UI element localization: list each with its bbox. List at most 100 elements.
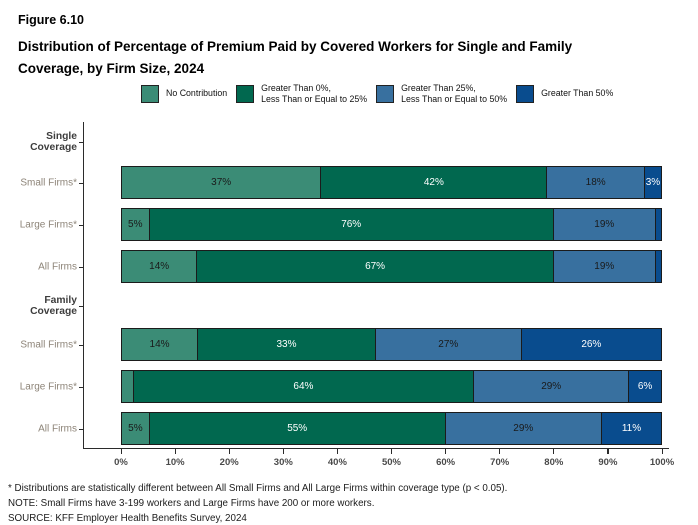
- bar-segment: 67%: [196, 250, 554, 283]
- x-tick-label: 0%: [114, 457, 128, 468]
- legend: No Contribution Greater Than 0%, Less Tha…: [141, 83, 622, 105]
- bar-track: 14% 67% 19%: [121, 250, 662, 283]
- y-tick: [79, 306, 83, 308]
- bar-segment: 29%: [444, 412, 603, 445]
- chart-area: Single Coverage Small Firms* 37% 42% 18% 3% La…: [0, 122, 698, 468]
- bar-row: All Firms 14% 67% 19%: [0, 246, 698, 288]
- x-tick-mark: [174, 449, 176, 454]
- bar-segment: 37%: [121, 166, 322, 199]
- legend-item-3: Greater Than 50%: [516, 84, 614, 103]
- bar-segment: 26%: [520, 328, 662, 361]
- x-tick-mark: [445, 449, 447, 454]
- figure-number: Figure 6.10: [18, 13, 84, 27]
- legend-swatch: [236, 84, 255, 103]
- bar-segment: 76%: [148, 208, 554, 241]
- x-tick-mark: [661, 449, 663, 454]
- x-tick-mark: [553, 449, 555, 454]
- bar-segment: 5%: [121, 412, 150, 445]
- group-label-row: Single Coverage: [0, 122, 698, 162]
- legend-label: Greater Than 0%, Less Than or Equal to 2…: [261, 83, 368, 104]
- x-tick-label: 90%: [598, 457, 618, 468]
- bar-row: Large Firms* 5% 76% 19%: [0, 204, 698, 246]
- figure-header: Figure 6.10 Distribution of Percentage o…: [18, 13, 658, 80]
- x-tick-label: 80%: [544, 457, 564, 468]
- bar-row: All Firms 5% 55% 29% 11%: [0, 408, 698, 450]
- bar-segment: [654, 208, 662, 241]
- bar-segment: 55%: [148, 412, 446, 445]
- bar-segment: 14%: [121, 250, 198, 283]
- y-tick: [79, 225, 83, 227]
- legend-swatch: [516, 84, 535, 103]
- x-tick-label: 60%: [436, 457, 456, 468]
- bar-row: Large Firms* 64% 29% 6%: [0, 366, 698, 408]
- y-tick: [79, 267, 83, 269]
- row-label: All Firms: [38, 423, 77, 435]
- legend-label: No Contribution: [166, 88, 228, 99]
- y-tick: [79, 387, 83, 389]
- x-tick-label: 100%: [649, 457, 675, 468]
- x-tick-mark: [120, 449, 122, 454]
- legend-swatch: [376, 84, 395, 103]
- group-label: Family Coverage: [30, 295, 77, 317]
- bar-row: Small Firms* 37% 42% 18% 3%: [0, 162, 698, 204]
- x-tick-mark: [607, 449, 609, 454]
- bar-segment: 19%: [552, 250, 656, 283]
- row-label: Small Firms*: [20, 339, 77, 351]
- legend-item-2: Greater Than 25%, Less Than or Equal to …: [376, 83, 507, 105]
- bar-row: Small Firms* 14% 33% 27% 26%: [0, 324, 698, 366]
- bar-segment: 11%: [601, 412, 662, 445]
- bar-track: 64% 29% 6%: [121, 370, 662, 403]
- bar-segment: 64%: [132, 370, 475, 403]
- legend-swatch: [141, 84, 159, 103]
- bar-segment: 6%: [628, 370, 662, 403]
- bar-segment: 42%: [320, 166, 548, 199]
- x-tick-label: 30%: [273, 457, 293, 468]
- legend-item-1: Greater Than 0%, Less Than or Equal to 2…: [236, 83, 367, 105]
- footnotes: * Distributions are statistically differ…: [8, 481, 692, 525]
- bar-track: 37% 42% 18% 3%: [121, 166, 662, 199]
- x-axis: 0% 10% 20% 30% 40% 50% 60% 70% 80% 90% 100%: [114, 448, 674, 478]
- x-tick-label: 50%: [381, 457, 402, 468]
- footnote-note: NOTE: Small Firms have 3-199 workers and…: [8, 498, 375, 510]
- x-tick-label: 10%: [165, 457, 185, 468]
- bar-track: 5% 55% 29% 11%: [121, 412, 662, 445]
- x-tick-mark: [282, 449, 284, 454]
- bar-segment: 5%: [121, 208, 150, 241]
- bar-segment: 33%: [197, 328, 376, 361]
- y-tick: [79, 183, 83, 185]
- x-tick-mark: [336, 449, 339, 454]
- group-label-row: Family Coverage: [0, 288, 698, 324]
- footnote-source: SOURCE: KFF Employer Health Benefits Sur…: [8, 513, 247, 525]
- bar-track: 5% 76% 19%: [121, 208, 662, 241]
- footnote-significance: * Distributions are statistically differ…: [8, 483, 508, 494]
- x-tick-label: 20%: [219, 457, 239, 468]
- x-tick-mark: [391, 449, 393, 454]
- figure-title: Distribution of Percentage of Premium Pa…: [18, 39, 573, 76]
- row-label: Small Firms*: [20, 177, 77, 189]
- group-label: Single Coverage: [30, 131, 77, 153]
- row-label: All Firms: [38, 261, 77, 273]
- bar-track: 14% 33% 27% 26%: [121, 328, 662, 361]
- bar-segment: 27%: [374, 328, 522, 361]
- x-tick-label: 40%: [327, 457, 347, 468]
- x-tick-mark: [228, 449, 230, 454]
- bar-segment: 3%: [643, 166, 662, 199]
- x-tick-label: 70%: [490, 457, 510, 468]
- bar-segment: 14%: [121, 328, 199, 361]
- y-axis-line: [83, 122, 85, 448]
- x-tick-mark: [499, 449, 501, 454]
- legend-label: Greater Than 25%, Less Than or Equal to …: [401, 83, 508, 104]
- bar-segment: [654, 250, 662, 283]
- legend-label: Greater Than 50%: [541, 88, 614, 99]
- bar-segment: 18%: [546, 166, 645, 199]
- plot-rows: Single Coverage Small Firms* 37% 42% 18% 3% La…: [0, 122, 698, 450]
- row-label: Large Firms*: [19, 381, 77, 393]
- y-tick: [79, 142, 83, 144]
- legend-item-0: No Contribution: [141, 84, 228, 103]
- y-tick: [79, 429, 83, 431]
- row-label: Large Firms*: [19, 219, 77, 231]
- y-tick: [79, 345, 83, 347]
- bar-segment: 19%: [552, 208, 656, 241]
- x-axis-line: [83, 448, 669, 450]
